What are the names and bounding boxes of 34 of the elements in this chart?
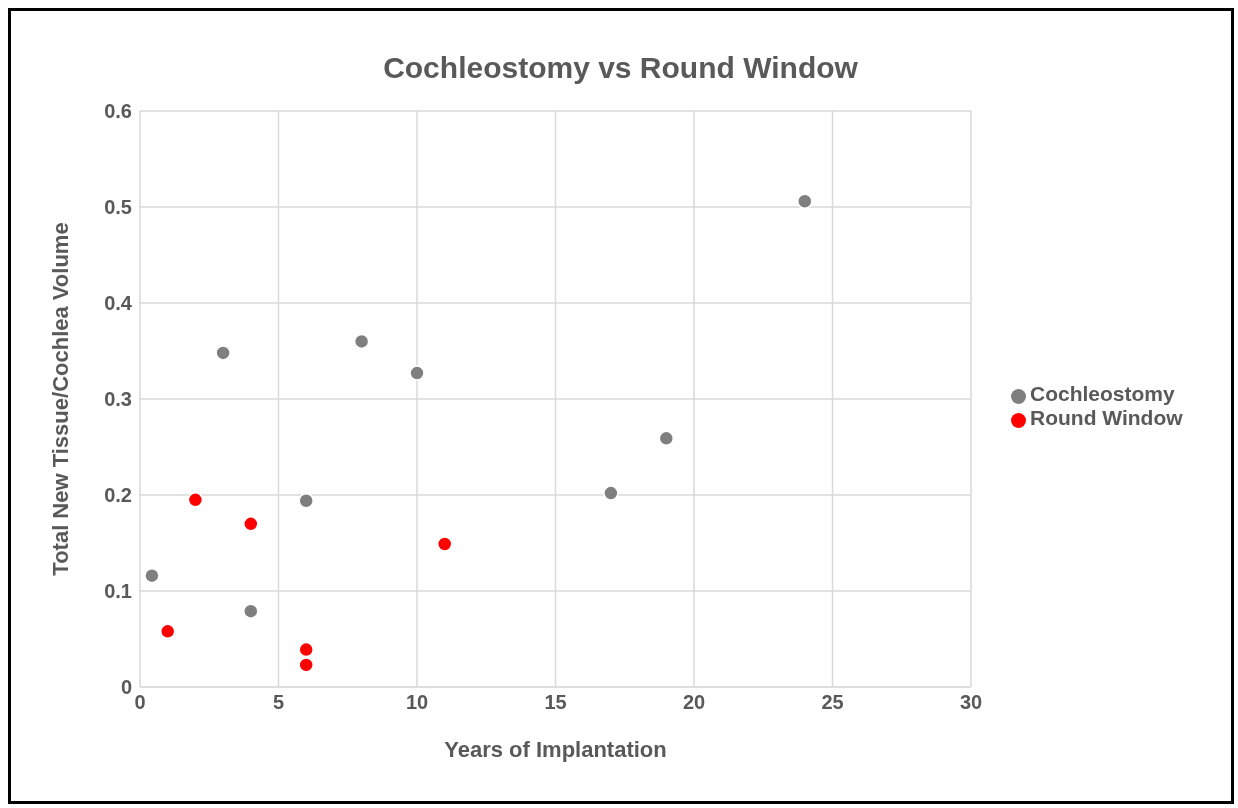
point [436, 536, 453, 552]
point [144, 567, 160, 584]
point [658, 430, 675, 447]
point [353, 333, 370, 350]
point [409, 365, 425, 381]
y-tick-label: 0.3 [104, 388, 132, 411]
point [298, 493, 314, 509]
x-tick-label: 30 [959, 691, 983, 714]
x-tick-label: 20 [682, 691, 706, 714]
point [603, 485, 619, 501]
x-tick-label: 15 [544, 691, 567, 714]
point [215, 345, 231, 361]
point [159, 623, 176, 640]
y-axis-title: Total New Tissue/Cochlea Volume [47, 222, 73, 576]
point [797, 193, 813, 209]
x-tick-label: 5 [272, 691, 285, 714]
y-tick-label: 0.2 [104, 484, 132, 507]
y-tick-label: 0.5 [104, 196, 132, 219]
point [298, 657, 314, 673]
y-tick-label: 0.6 [104, 100, 132, 123]
legend-label: Round Window [1030, 406, 1183, 429]
point [243, 516, 259, 532]
point [298, 641, 314, 658]
y-tick-label: 0.1 [104, 580, 132, 603]
point [187, 492, 204, 508]
chart-title: Cochleostomy vs Round Window [383, 51, 858, 84]
legend-label: Cochleostomy [1030, 382, 1175, 405]
x-tick-label: 10 [405, 691, 429, 714]
y-tick-label: 0.4 [104, 292, 133, 315]
x-axis-title: Years of Implantation [444, 737, 667, 762]
x-tick-label: 25 [821, 691, 844, 714]
x-tick-label: 0 [134, 691, 146, 714]
point [243, 603, 259, 619]
y-tick-label: 0 [120, 676, 132, 699]
